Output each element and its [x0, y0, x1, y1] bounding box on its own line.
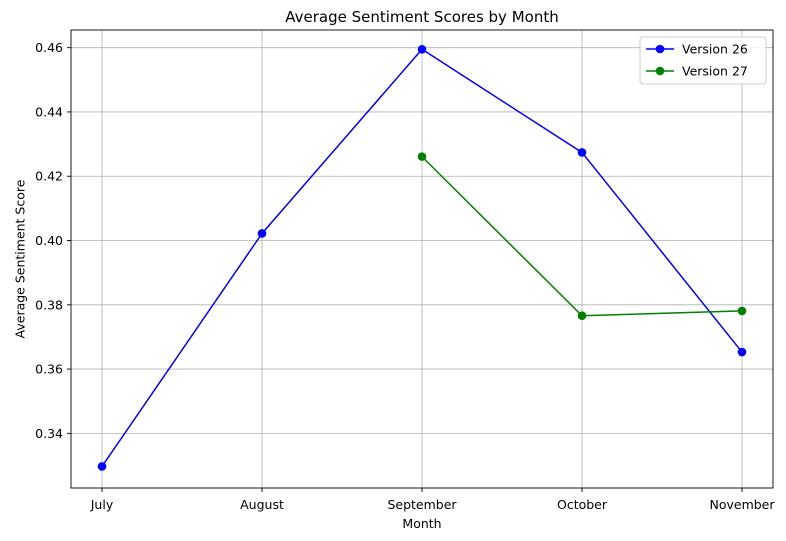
legend-entry: Version 27: [646, 64, 748, 79]
x-tick-label: November: [709, 497, 775, 512]
data-point: [737, 347, 747, 357]
data-point: [577, 311, 587, 321]
series-1: [97, 44, 747, 471]
legend-entries: Version 26 Version 27: [646, 42, 748, 79]
data-point: [577, 148, 587, 157]
x-axis-label: Month: [402, 516, 441, 531]
data-point: [417, 44, 427, 54]
data-point: [257, 229, 267, 238]
x-tick-label: August: [240, 497, 284, 512]
chart-title: Average Sentiment Scores by Month: [285, 8, 558, 26]
legend-entry: Version 26: [646, 42, 748, 57]
series-2: [417, 152, 747, 321]
data-point: [737, 306, 747, 316]
axis-ticks: July August September October November 0.34 0.…: [35, 40, 775, 512]
y-tick-label: 0.34: [35, 426, 63, 441]
data-point: [417, 152, 427, 161]
series-group: [97, 44, 747, 471]
y-tick-label: 0.46: [35, 40, 63, 55]
legend-label: Version 26: [682, 42, 748, 57]
legend: Version 26 Version 27: [639, 36, 767, 85]
y-tick-label: 0.38: [35, 297, 63, 312]
x-tick-label: September: [387, 497, 457, 512]
y-axis-label: Average Sentiment Score: [12, 179, 27, 338]
data-point: [97, 462, 107, 471]
y-tick-label: 0.42: [35, 169, 63, 184]
legend-marker: [655, 44, 665, 54]
x-tick-label: July: [90, 497, 114, 512]
y-tick-label: 0.36: [35, 362, 63, 377]
y-tick-label: 0.40: [35, 233, 63, 248]
legend-marker: [655, 66, 665, 76]
grid: [71, 30, 773, 488]
legend-label: Version 27: [682, 64, 748, 79]
y-tick-label: 0.44: [35, 104, 63, 119]
x-tick-label: October: [557, 497, 608, 512]
